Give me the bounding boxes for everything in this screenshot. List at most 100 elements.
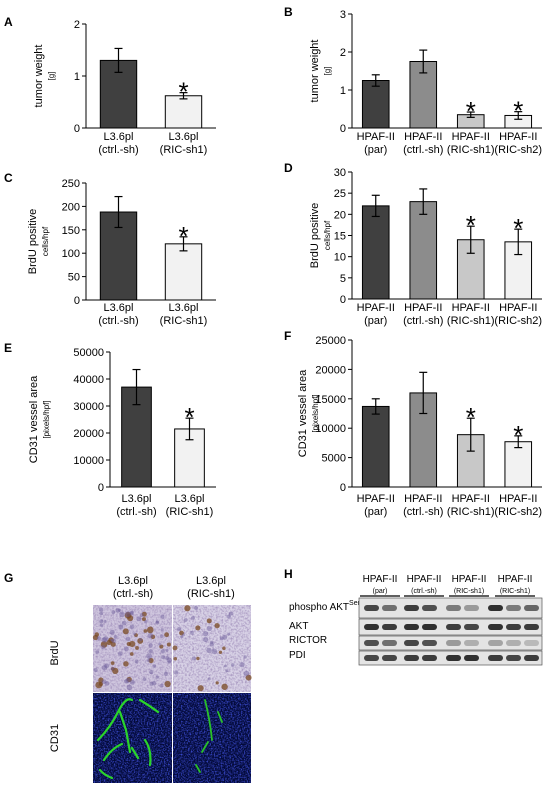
blot-band bbox=[364, 640, 379, 646]
hematoxylin-nucleus bbox=[206, 647, 212, 654]
hematoxylin-nucleus bbox=[126, 684, 133, 691]
brdu-nucleus bbox=[214, 623, 220, 629]
hematoxylin-nucleus bbox=[165, 656, 170, 660]
y-axis-unit: cells/hpf bbox=[323, 220, 332, 250]
hematoxylin-nucleus bbox=[177, 626, 182, 632]
brdu-nucleus bbox=[129, 652, 134, 656]
hematoxylin-nucleus bbox=[174, 670, 179, 675]
y-tick-label: 20000 bbox=[315, 364, 346, 376]
significance-star: * bbox=[513, 213, 523, 243]
brdu-nucleus bbox=[164, 680, 171, 688]
brdu-nucleus bbox=[146, 626, 154, 634]
category-label-line-2: (RIC-sh1) bbox=[447, 144, 495, 156]
hematoxylin-nucleus bbox=[148, 643, 153, 648]
brdu-image-ric bbox=[173, 605, 251, 692]
brdu-nucleus bbox=[164, 632, 170, 638]
blot-band bbox=[382, 640, 397, 646]
hematoxylin-nucleus bbox=[125, 636, 131, 642]
y-tick-label: 20 bbox=[334, 209, 346, 221]
hematoxylin-nucleus bbox=[101, 637, 107, 643]
blot-band bbox=[364, 605, 379, 611]
blot-band bbox=[422, 640, 437, 646]
hematoxylin-nucleus bbox=[99, 623, 104, 627]
hematoxylin-nucleus bbox=[111, 638, 116, 644]
y-tick-label: 3 bbox=[340, 9, 346, 21]
hematoxylin-nucleus bbox=[139, 613, 144, 618]
hematoxylin-nucleus bbox=[115, 608, 121, 613]
hematoxylin-nucleus bbox=[104, 663, 110, 669]
category-label-line-2: (ctrl.-sh) bbox=[98, 144, 138, 156]
hematoxylin-nucleus bbox=[166, 657, 172, 663]
y-tick-label: 100 bbox=[62, 248, 80, 260]
brdu-nucleus bbox=[98, 677, 104, 683]
hematoxylin-nucleus bbox=[109, 629, 115, 635]
hematoxylin-nucleus bbox=[147, 632, 154, 639]
western-blot-headers: HPAF-II (par) HPAF-II (ctrl.-sh) HPAF-II (RIC… bbox=[360, 574, 535, 597]
significance-star: * bbox=[178, 221, 188, 251]
hematoxylin-nucleus bbox=[148, 649, 153, 654]
category-label-line-1: HPAF-II bbox=[452, 493, 490, 505]
y-tick-label: 30000 bbox=[73, 401, 104, 413]
category-label-line-1: HPAF-II bbox=[357, 302, 395, 314]
hematoxylin-nucleus bbox=[129, 679, 135, 685]
hematoxylin-nucleus bbox=[243, 655, 247, 659]
hematoxylin-nucleus bbox=[193, 605, 199, 611]
category-label-line-2: (par) bbox=[364, 506, 387, 518]
bar bbox=[361, 405, 390, 488]
y-axis-label: BrdU positive bbox=[27, 209, 39, 274]
blot-band bbox=[404, 640, 419, 646]
brdu-nucleus bbox=[172, 645, 178, 651]
blot-band bbox=[464, 640, 479, 646]
hematoxylin-nucleus bbox=[159, 683, 164, 688]
brdu-nucleus bbox=[92, 634, 99, 641]
hematoxylin-nucleus bbox=[160, 649, 165, 654]
hematoxylin-nucleus bbox=[101, 679, 107, 685]
histology-panel: L3.6pl (ctrl.-sh) L3.6pl (RIC-sh1) BrdU … bbox=[49, 575, 252, 783]
category-label-line-2: (par) bbox=[364, 315, 387, 327]
blot-band bbox=[464, 624, 479, 630]
category-label-line-1: L3.6pl bbox=[175, 493, 205, 505]
chart-d-brdu: 0 5 10 15 20 25 30 BrdU positive cells/hpf HPAF-I… bbox=[309, 167, 542, 327]
brdu-nucleus bbox=[166, 642, 171, 647]
significance-star: * bbox=[466, 96, 476, 126]
hematoxylin-nucleus bbox=[144, 620, 148, 624]
brdu-nucleus bbox=[100, 641, 108, 648]
hematoxylin-nucleus bbox=[110, 666, 115, 671]
chart-c-brdu: 0 50 100 150 200 250 BrdU positive cells/hpf L3.… bbox=[27, 178, 216, 327]
blot-band bbox=[488, 605, 503, 611]
panel-label-d: D bbox=[284, 161, 293, 175]
blot-group-name: HPAF-II bbox=[407, 574, 442, 585]
y-tick-label: 150 bbox=[62, 225, 80, 237]
category-label-line-1: L3.6pl bbox=[169, 302, 199, 314]
hematoxylin-nucleus bbox=[243, 670, 250, 677]
hematoxylin-nucleus bbox=[202, 630, 209, 637]
bar bbox=[361, 80, 390, 129]
hematoxylin-nucleus bbox=[222, 634, 228, 640]
blot-band bbox=[464, 655, 479, 661]
hematoxylin-nucleus bbox=[113, 635, 118, 639]
blot-band bbox=[364, 624, 379, 630]
hematoxylin-nucleus bbox=[117, 651, 123, 656]
category-label-line-1: HPAF-II bbox=[499, 493, 537, 505]
blot-group-name: HPAF-II bbox=[452, 574, 487, 585]
hematoxylin-nucleus bbox=[149, 681, 154, 686]
hematoxylin-nucleus bbox=[206, 626, 212, 632]
brdu-nucleus bbox=[184, 605, 191, 612]
hematoxylin-nucleus bbox=[101, 645, 106, 650]
brdu-nucleus bbox=[148, 657, 154, 664]
y-tick-label: 10000 bbox=[73, 455, 104, 467]
brdu-nucleus bbox=[141, 617, 146, 622]
blot-band bbox=[488, 640, 503, 646]
brdu-image-ctrl bbox=[93, 605, 172, 692]
hematoxylin-nucleus bbox=[130, 610, 134, 615]
hematoxylin-nucleus bbox=[101, 665, 108, 671]
blot-band bbox=[524, 624, 539, 630]
bar bbox=[361, 205, 390, 300]
category-label-line-1: HPAF-II bbox=[404, 493, 442, 505]
hematoxylin-nucleus bbox=[149, 670, 154, 675]
blot-band bbox=[404, 655, 419, 661]
y-tick-label: 40000 bbox=[73, 374, 104, 386]
category-label-line-2: (RIC-sh2) bbox=[494, 506, 542, 518]
panel-label-c: C bbox=[4, 171, 13, 185]
